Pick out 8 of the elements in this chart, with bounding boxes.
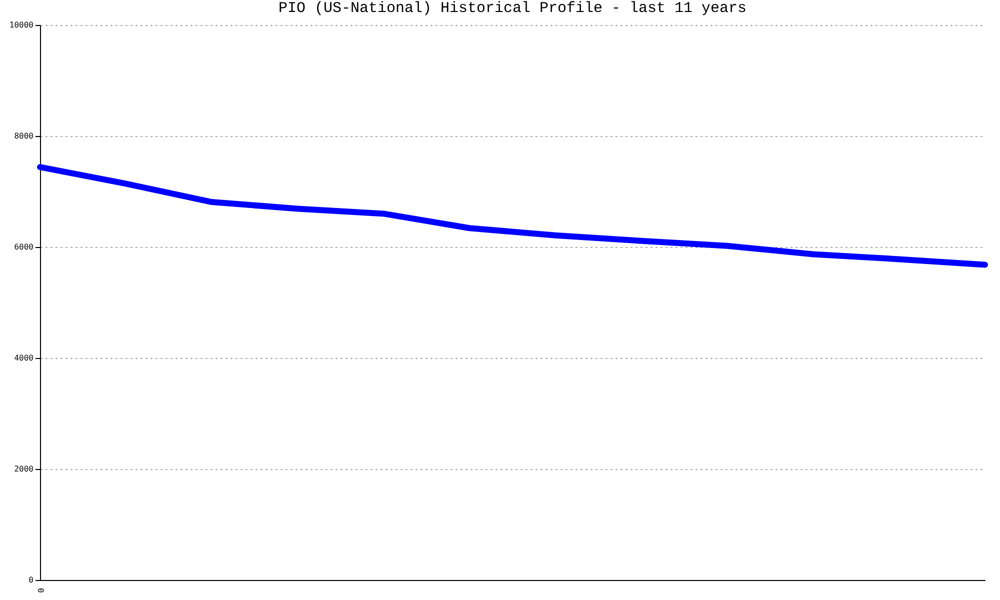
y-tick-label: 10000 bbox=[9, 20, 34, 30]
y-tick-label: 0 bbox=[28, 576, 34, 584]
y-tick-label: 4000 bbox=[14, 354, 34, 362]
text: 0 bbox=[36, 588, 45, 593]
y-tick-label: 2000 bbox=[14, 464, 34, 474]
y-tick-label: 6000 bbox=[14, 242, 34, 252]
y-tick-label: 8000 bbox=[14, 132, 34, 140]
chart-title: PIO (US-National) Historical Profile - last 11 years bbox=[278, 0, 747, 17]
